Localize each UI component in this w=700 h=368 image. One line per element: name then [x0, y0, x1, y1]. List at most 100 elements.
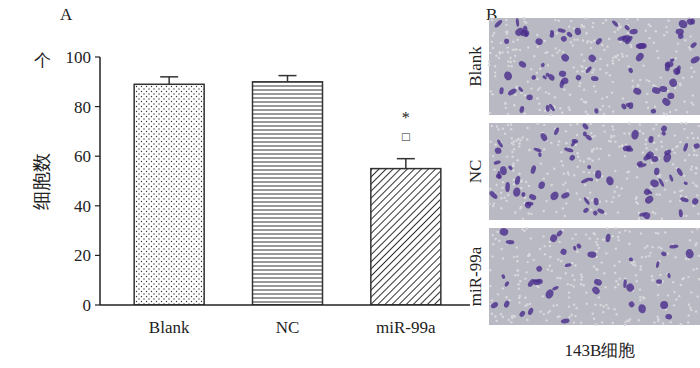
pore: [536, 46, 538, 48]
stained-cell: [540, 62, 545, 67]
pore: [651, 275, 653, 277]
pore: [673, 304, 675, 306]
pore: [500, 207, 502, 209]
pore: [506, 46, 508, 48]
pore: [628, 132, 630, 134]
pore: [536, 34, 538, 36]
pore: [507, 65, 509, 67]
stained-cell: [580, 177, 590, 184]
pore: [624, 324, 626, 326]
pore: [611, 125, 613, 127]
pore: [653, 42, 655, 44]
pore: [576, 192, 578, 194]
pore: [593, 232, 595, 234]
pore: [674, 134, 676, 136]
pore: [523, 20, 525, 22]
pore: [621, 145, 623, 147]
pore: [667, 90, 669, 92]
pore: [693, 154, 695, 156]
pore: [681, 278, 683, 280]
pore: [556, 32, 558, 34]
pore: [519, 139, 521, 141]
pore: [660, 247, 662, 249]
pore: [559, 277, 561, 279]
pore: [495, 55, 497, 57]
pore: [634, 264, 636, 266]
pore: [599, 58, 601, 60]
pore: [605, 200, 607, 202]
pore: [680, 122, 682, 124]
pore: [492, 234, 494, 236]
pore: [543, 148, 545, 150]
pore: [494, 71, 496, 73]
pore: [517, 269, 519, 271]
pore: [695, 167, 697, 169]
caption: 143B细胞: [565, 341, 636, 360]
pore: [518, 142, 520, 144]
pore: [673, 291, 675, 293]
pore: [513, 60, 515, 62]
pore: [517, 274, 519, 276]
pore: [575, 233, 577, 235]
pore: [579, 198, 581, 200]
pore: [576, 166, 578, 168]
pore: [675, 50, 677, 52]
pore: [602, 124, 604, 126]
pore: [511, 315, 513, 317]
pore: [605, 72, 607, 74]
pore: [495, 184, 497, 186]
pore: [492, 155, 494, 157]
pore: [523, 17, 525, 19]
stained-cell: [559, 80, 564, 88]
pore: [573, 27, 575, 29]
stained-cell: [538, 181, 546, 190]
pore: [654, 212, 656, 214]
error-bar: [160, 77, 178, 84]
pore: [556, 51, 558, 53]
pore: [611, 235, 613, 237]
pore: [579, 159, 581, 161]
pore: [685, 215, 687, 217]
pore: [659, 274, 661, 276]
stained-cell: [520, 30, 529, 36]
pore: [563, 172, 565, 174]
pore: [516, 39, 518, 41]
pore: [488, 64, 490, 66]
pore: [524, 112, 526, 114]
pore: [581, 53, 583, 55]
pore: [586, 303, 588, 305]
bar: [371, 169, 441, 305]
stained-cell: [525, 201, 534, 206]
pore: [620, 187, 622, 189]
pore: [500, 42, 502, 44]
pore: [667, 294, 669, 296]
annotation: *: [402, 109, 410, 126]
row-label: Blank: [466, 46, 485, 87]
pore: [690, 291, 692, 293]
pore: [605, 19, 607, 21]
stained-cell: [528, 193, 537, 201]
stained-cell: [518, 310, 526, 318]
pore: [491, 125, 493, 127]
error-cap: [279, 75, 297, 77]
pore: [576, 134, 578, 136]
stained-cell: [549, 190, 561, 202]
pore: [636, 176, 638, 178]
pore: [518, 173, 520, 175]
pore: [562, 51, 564, 53]
stained-cell: [526, 94, 533, 100]
pore: [558, 241, 560, 243]
pore: [648, 80, 650, 82]
error-cap: [397, 158, 415, 160]
pore: [612, 62, 614, 64]
pore: [639, 288, 641, 290]
pore: [510, 128, 512, 130]
stained-cell: [591, 285, 601, 296]
stained-cell: [597, 208, 606, 215]
pore: [529, 149, 531, 151]
pore: [608, 140, 610, 142]
pore: [660, 76, 662, 78]
stained-cell: [564, 147, 574, 153]
stained-cell: [634, 51, 645, 62]
pore: [613, 308, 615, 310]
